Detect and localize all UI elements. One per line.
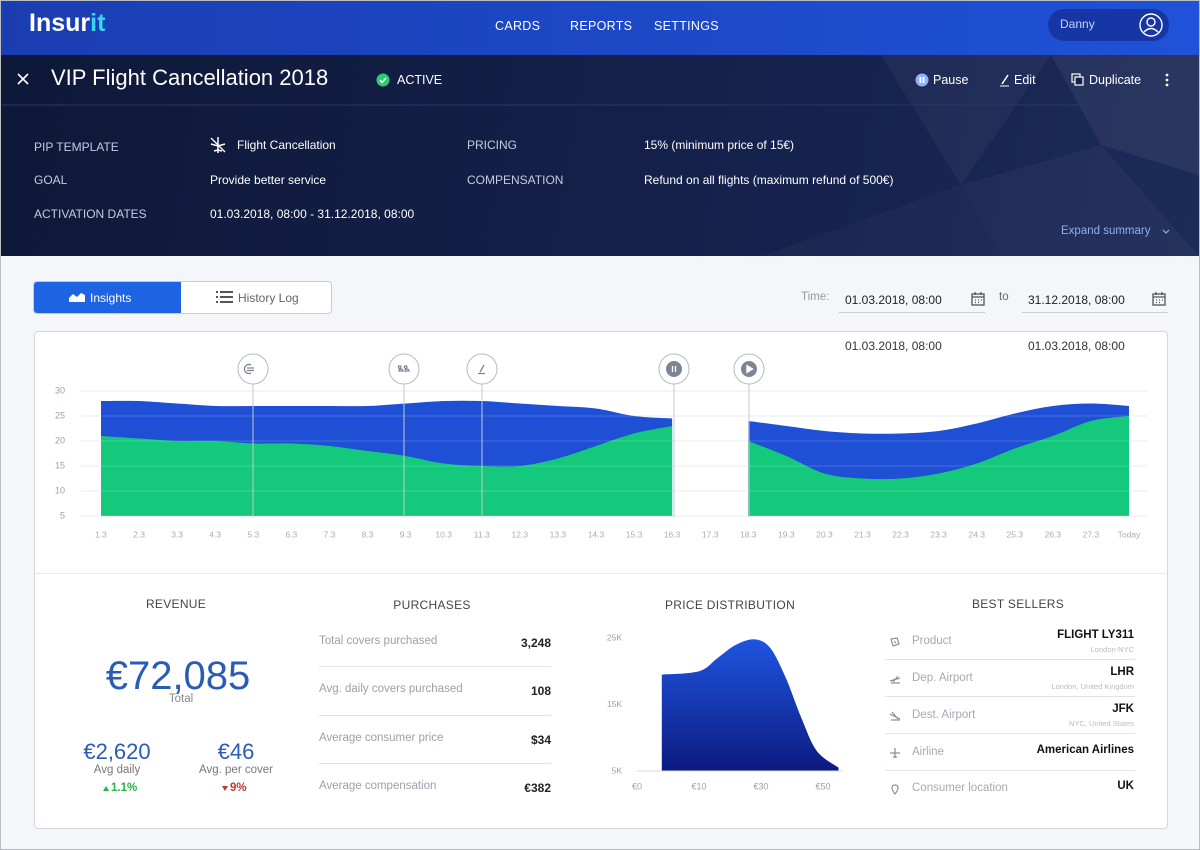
date-value: 01.03.2018, 08:00	[845, 293, 942, 307]
date-input[interactable]: 01.03.2018, 08:00	[839, 287, 985, 313]
row-value: FLIGHT LY311	[1057, 629, 1134, 641]
time-label: Time:	[801, 291, 830, 303]
row-label: Total covers purchased	[319, 635, 438, 647]
logo-accent: it	[90, 9, 106, 37]
summary-value: 01.03.2018, 08:00 - 31.12.2018, 08:00	[210, 207, 415, 221]
row-label: Average compensation	[319, 780, 437, 792]
pause-icon	[915, 73, 929, 87]
nav-item[interactable]: CARDS	[495, 19, 541, 33]
stat-label: Avg daily	[93, 764, 141, 776]
row-divider	[319, 763, 551, 764]
summary-value: Flight Cancellation	[237, 138, 336, 152]
more-icon[interactable]	[1163, 72, 1171, 88]
date-value: 31.12.2018, 08:00	[1028, 293, 1125, 307]
stat-change: 9%	[230, 782, 247, 794]
flight-icon	[210, 137, 226, 153]
row-value: UK	[1117, 780, 1134, 792]
row-value: $34	[530, 733, 551, 747]
summary-panel	[1, 55, 1199, 256]
card-title: VIP Flight Cancellation 2018	[51, 65, 329, 90]
row-value: 108	[530, 684, 551, 698]
row-divider	[885, 659, 1135, 660]
widget-title: BEST SELLERS	[971, 597, 1065, 611]
summary-label: GOAL	[34, 173, 68, 187]
tab-label: Insights	[90, 291, 132, 305]
widget-title: REVENUE	[145, 597, 207, 611]
row-label: Avg. daily covers purchased	[319, 683, 463, 695]
date-input[interactable]: 31.12.2018, 08:00	[1022, 287, 1168, 313]
stat-value: €2,620	[83, 739, 151, 764]
summary-label: PIP TEMPLATE	[34, 140, 119, 154]
insights-icon	[69, 293, 85, 302]
time-separator: to	[999, 291, 1009, 303]
nav-item[interactable]: SETTINGS	[654, 19, 719, 33]
row-label: Consumer location	[912, 782, 1008, 794]
user-name: Danny	[1060, 17, 1095, 31]
action-button[interactable]: Pause	[933, 73, 969, 87]
edit-icon	[1000, 74, 1009, 87]
insights-card	[34, 331, 1168, 829]
action-button[interactable]: Duplicate	[1089, 73, 1142, 87]
summary-label: COMPENSATION	[467, 173, 564, 187]
top-bar	[1, 1, 1199, 55]
row-value: LHR	[1110, 666, 1134, 678]
stat-label: Avg. per cover	[199, 764, 273, 776]
summary-value: 15% (minimum price of 15€)	[644, 138, 795, 152]
row-label: Product	[912, 635, 952, 647]
logo-text: Insur	[29, 9, 91, 37]
row-label: Dep. Airport	[912, 672, 973, 684]
tab-group: Insights History Log	[33, 281, 332, 314]
close-icon[interactable]	[15, 71, 31, 87]
row-value: 3,248	[520, 636, 551, 650]
chevron-icon	[1162, 229, 1170, 234]
summary-label: PRICING	[467, 138, 518, 152]
row-divider	[885, 770, 1135, 771]
row-sub: London-NYC	[1090, 645, 1134, 654]
summary-label: ACTIVATION DATES	[34, 207, 147, 221]
logo[interactable]: Insurit	[29, 9, 105, 38]
widget-title: PURCHASES	[393, 598, 471, 612]
row-label: Airline	[912, 746, 944, 758]
action-button[interactable]: Edit	[1014, 73, 1036, 87]
row-value: JFK	[1112, 703, 1134, 715]
widget-title: PRICE DISTRIBUTION	[664, 598, 796, 612]
revenue-total: €72,085	[105, 654, 251, 698]
user-menu[interactable]: Danny	[1048, 9, 1169, 41]
duplicate-icon	[1071, 73, 1084, 86]
summary-value: Refund on all flights (maximum refund of…	[644, 173, 894, 187]
row-sub: NYC, United States	[1068, 719, 1134, 728]
row-label: Average consumer price	[319, 732, 444, 744]
nav-item[interactable]: REPORTS	[570, 19, 633, 33]
background-pattern	[1, 55, 1199, 185]
expand-link[interactable]: Expand summary	[1061, 225, 1151, 237]
row-divider	[319, 715, 551, 716]
row-value: €382	[524, 781, 551, 795]
row-sub: London, United Kingdom	[1051, 682, 1134, 691]
row-divider	[885, 733, 1135, 734]
user-icon	[1139, 13, 1163, 37]
calendar-icon[interactable]	[971, 292, 985, 306]
tab-active[interactable]	[34, 282, 181, 313]
row-value: American Airlines	[1036, 744, 1134, 756]
row-label: Dest. Airport	[912, 709, 976, 721]
list-icon	[216, 291, 233, 303]
status-icon	[376, 73, 390, 87]
stat-change: 1.1%	[111, 782, 138, 794]
revenue-total-label: Total	[168, 693, 194, 705]
tab-label[interactable]: History Log	[238, 291, 299, 305]
calendar-icon[interactable]	[1152, 292, 1166, 306]
divider	[35, 573, 1166, 574]
summary-value: Provide better service	[210, 173, 327, 187]
row-divider	[885, 696, 1135, 697]
stat-value: €46	[217, 739, 255, 764]
row-divider	[319, 666, 551, 667]
status-label: ACTIVE	[397, 73, 443, 87]
